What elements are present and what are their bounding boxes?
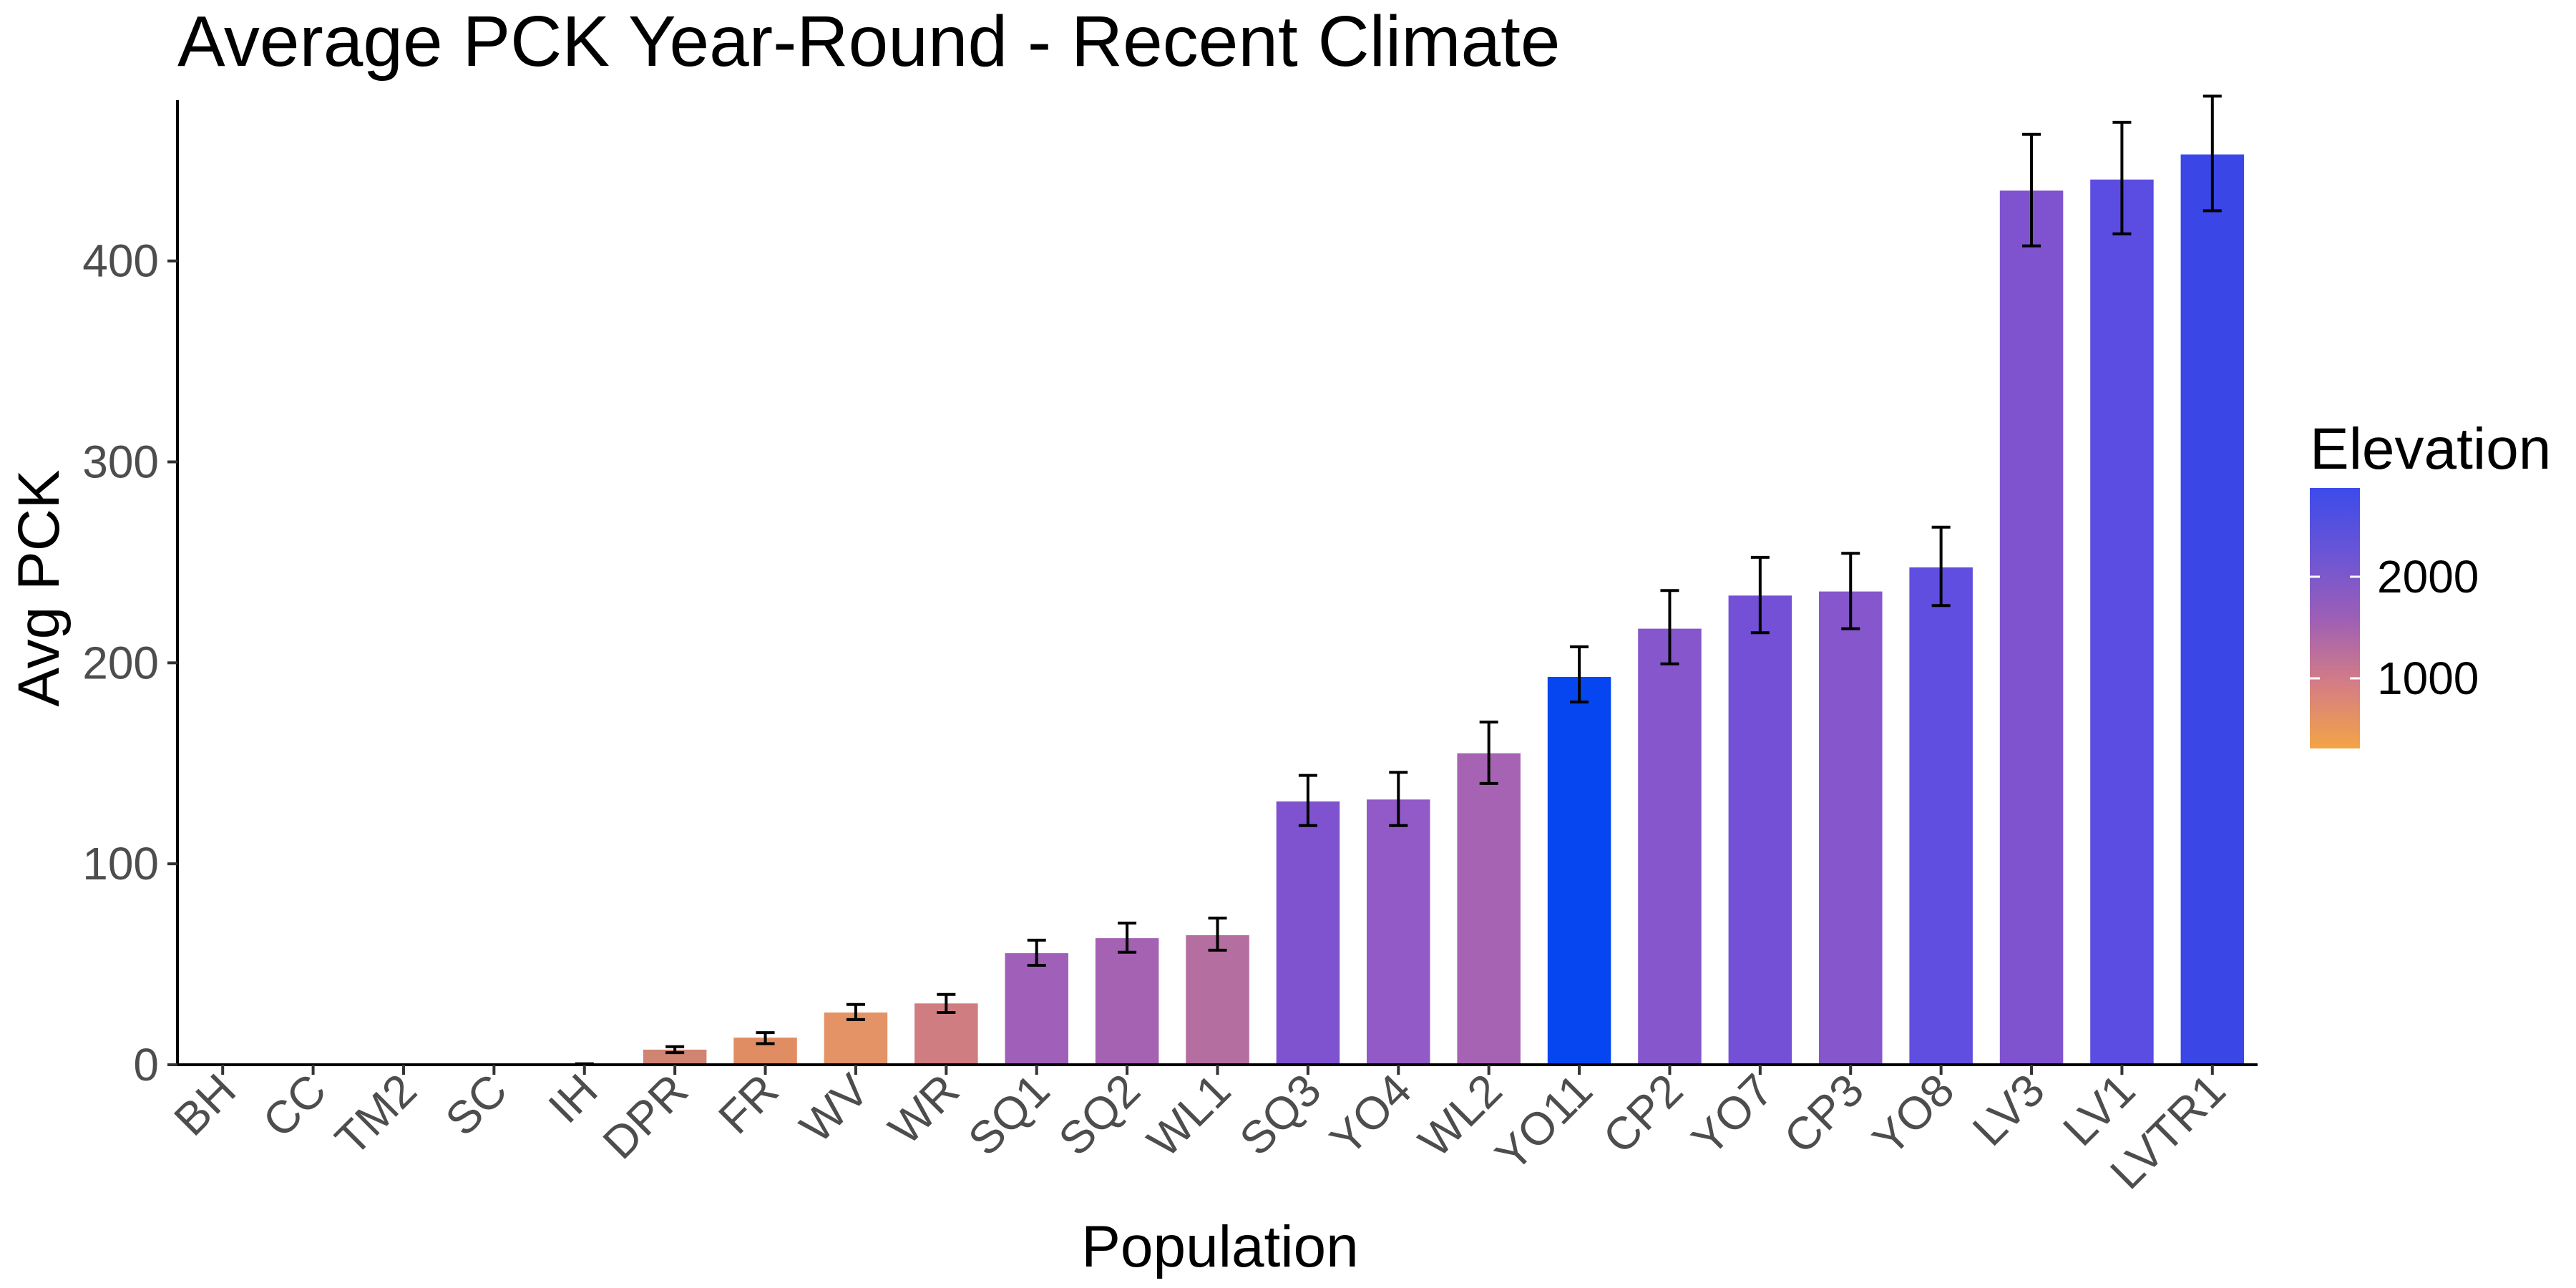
error-bar-yo7 <box>1750 555 1770 635</box>
error-bar-sq1 <box>1027 938 1046 967</box>
error-bar-sq3 <box>1298 774 1317 827</box>
x-tick-label-ih: IH <box>538 1064 607 1133</box>
x-tick-label-wl1: WL1 <box>1137 1064 1240 1167</box>
x-tick-label-fr: FR <box>708 1064 788 1143</box>
error-bar-lvtr1 <box>2202 94 2222 213</box>
error-bar-cp2 <box>1660 589 1679 665</box>
x-tick-label-cc: CC <box>253 1064 336 1147</box>
bar-yo11 <box>1547 677 1611 1065</box>
legend-ticks: 2000 1000 <box>2310 551 2479 704</box>
bar-wv <box>824 1013 888 1065</box>
error-bar-lv3 <box>2022 132 2041 248</box>
x-tick-label-yo7: YO7 <box>1682 1064 1782 1165</box>
x-tick-label-cp3: CP3 <box>1774 1064 1873 1163</box>
x-tick-label-wr: WR <box>879 1064 969 1154</box>
error-bar-lv1 <box>2112 120 2132 235</box>
bar-sq1 <box>1005 953 1068 1065</box>
bar-dpr <box>643 1049 707 1065</box>
y-tick-label: 300 <box>82 436 159 488</box>
error-bar-cp3 <box>1841 552 1860 630</box>
bar-cp2 <box>1638 628 1702 1065</box>
bar-sq2 <box>1095 938 1159 1065</box>
y-tick-label: 0 <box>133 1039 159 1091</box>
bar-sq3 <box>1276 801 1340 1065</box>
error-bar-wv <box>846 1002 865 1021</box>
x-tick-label-dpr: DPR <box>593 1064 698 1169</box>
error-bar-wl2 <box>1479 721 1498 785</box>
error-bar-wl1 <box>1208 916 1227 952</box>
x-tick-label-sq3: SQ3 <box>1229 1064 1330 1165</box>
bar-yo8 <box>1909 567 1973 1065</box>
error-bar-dpr <box>665 1045 685 1055</box>
bar-cp3 <box>1819 591 1883 1065</box>
x-tick-label-yo4: YO4 <box>1320 1064 1421 1165</box>
x-tick-label-lv3: LV3 <box>1963 1064 2054 1156</box>
bar-lv1 <box>2090 179 2154 1065</box>
y-tick-label: 100 <box>82 838 159 889</box>
error-bar-sq2 <box>1118 922 1137 954</box>
error-bar-fr <box>756 1031 775 1045</box>
bar-yo7 <box>1728 595 1792 1065</box>
x-tick-label-cp2: CP2 <box>1593 1064 1692 1163</box>
bar-yo4 <box>1367 799 1430 1065</box>
legend-label-2000: 2000 <box>2377 551 2479 602</box>
bar-wl2 <box>1457 753 1521 1065</box>
x-tick-label-bh: BH <box>164 1064 245 1146</box>
legend-colorbar <box>2310 488 2360 748</box>
x-tick-label-sc: SC <box>435 1064 517 1146</box>
legend: Elevation 2000 1000 <box>2310 416 2551 748</box>
x-axis-title: Population <box>1081 1214 1359 1279</box>
legend-title: Elevation <box>2310 416 2551 482</box>
x-tick-label-wv: WV <box>790 1064 879 1153</box>
x-tick-label-tm2: TM2 <box>325 1064 426 1165</box>
error-bar-yo11 <box>1570 645 1589 704</box>
x-tick-label-yo8: YO8 <box>1863 1064 1963 1165</box>
bar-wl1 <box>1186 935 1249 1065</box>
y-tick-label: 400 <box>82 235 159 287</box>
y-axis-title: Avg PCK <box>6 469 72 706</box>
x-tick-label-yo11: YO11 <box>1485 1064 1602 1181</box>
x-tick-label-sq1: SQ1 <box>958 1064 1059 1165</box>
x-tick-label-sq2: SQ2 <box>1049 1064 1150 1165</box>
chart-title: Average PCK Year-Round - Recent Climate <box>177 1 1561 82</box>
bar-lv3 <box>1999 190 2064 1065</box>
legend-label-1000: 1000 <box>2377 653 2479 704</box>
bar-lvtr1 <box>2180 154 2245 1065</box>
error-bar-wr <box>937 992 956 1014</box>
error-bar-yo4 <box>1389 771 1408 827</box>
error-bar-yo8 <box>1931 525 1951 608</box>
y-tick-label: 200 <box>82 637 159 688</box>
